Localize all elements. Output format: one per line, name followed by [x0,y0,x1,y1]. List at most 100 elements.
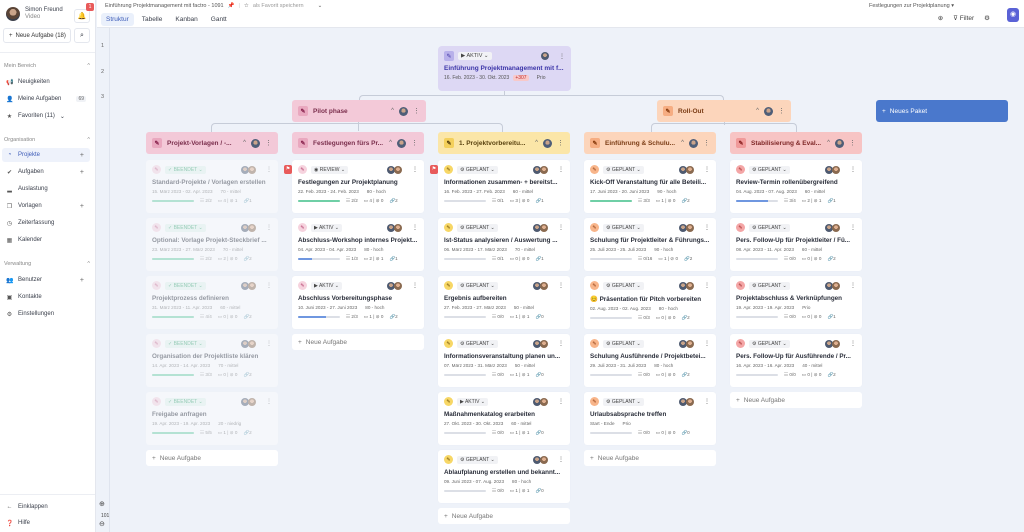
task-title[interactable]: Abschluss Vorbereitungsphase [298,295,418,302]
more-icon[interactable]: ⋮ [557,140,564,147]
status-badge[interactable]: ▶ AKTIV ⌄ [311,223,343,232]
task-card[interactable]: ⚑ ✎ ◉ REVIEW ⌄ ⋮ Festlegungen zur Projek… [284,160,424,213]
pencil-icon[interactable]: ✎ [590,281,599,290]
assignees[interactable] [679,397,694,406]
assignees[interactable] [679,339,694,348]
collapse-icon[interactable]: ^ [827,140,830,146]
more-icon[interactable]: ⋮ [558,283,564,289]
task-title[interactable]: Informationen zusammen- + bereitst... [444,179,564,186]
assignees[interactable] [825,281,840,290]
status-badge[interactable]: ⚙ GEPLANT ⌄ [457,223,498,232]
task-title[interactable]: Review-Termin rollenübergreifend [736,179,856,186]
status-badge[interactable]: ✓ BEENDET ⌄ [165,281,206,290]
task-card[interactable]: ✎ ⚙ GEPLANT ⌄ ⋮ Ablaufplanung erstellen … [438,450,570,503]
pencil-icon[interactable]: ✎ [152,165,161,174]
status-badge[interactable]: ▶ AKTIV ⌄ [311,281,343,290]
section-verwaltung[interactable]: Verwaltung ^ [4,261,90,267]
pencil-icon[interactable]: ✎ [444,51,454,61]
pencil-icon[interactable]: ✎ [590,165,599,174]
pencil-icon[interactable]: ✎ [298,165,307,174]
task-card[interactable]: ✎ ▶ AKTIV ⌄ ⋮ Maßnahmenkatalog erarbeite… [438,392,570,445]
task-title[interactable]: Pers. Follow-Up für Ausführende / Pr... [736,353,856,360]
task-title[interactable]: Projektabschluss & Verknüpfungen [736,295,856,302]
pencil-icon[interactable]: ✎ [444,455,453,464]
collapse-sidebar-button[interactable]: ← Einklappen [2,500,90,514]
more-icon[interactable]: ⋮ [413,108,420,115]
pencil-icon[interactable]: ✎ [152,138,162,148]
package-festlegungen[interactable]: ✎ Festlegungen fürs Pr... ^ ⋮ [292,132,424,154]
sidebar-item-projekte[interactable]: ◔ Projekte + [2,148,90,162]
more-icon[interactable]: ⋮ [778,108,785,115]
task-title[interactable]: Ist-Status analysieren / Auswertung ... [444,237,564,244]
task-title[interactable]: Kick-Off Veranstaltung für alle Beteili.… [590,179,710,186]
pencil-icon[interactable]: ✎ [590,339,599,348]
assignees[interactable] [679,165,694,174]
status-badge[interactable]: ✓ BEENDET ⌄ [165,223,206,232]
task-card[interactable]: ✎ ⚙ GEPLANT ⌄ ⋮ Ergebnis aufbereiten 27.… [438,276,570,329]
status-badge[interactable]: ⚙ GEPLANT ⌄ [603,281,644,290]
status-badge[interactable]: ✓ BEENDET ⌄ [165,339,206,348]
more-icon[interactable]: ⋮ [558,225,564,231]
pencil-icon[interactable]: ✎ [298,281,307,290]
pencil-icon[interactable]: ✎ [298,138,308,148]
pencil-icon[interactable]: ✎ [152,223,161,232]
task-card[interactable]: ✎ ⚙ GEPLANT ⌄ ⋮ Kick-Off Veranstaltung f… [584,160,716,213]
add-circle-icon[interactable]: ⊕ [937,15,944,22]
task-title[interactable]: Schulung für Projektleiter & Führungs... [590,237,710,244]
star-outline-icon[interactable]: ☆ [243,3,249,9]
user-profile[interactable]: Simon Freund Video [6,7,63,21]
pencil-icon[interactable]: ✎ [663,106,673,116]
more-icon[interactable]: ⋮ [704,341,710,347]
task-card[interactable]: ✎ ✓ BEENDET ⌄ ⋮ Optional: Vorlage Projek… [146,218,278,271]
collapse-icon[interactable]: ^ [756,108,759,114]
collapse-icon[interactable]: ^ [535,140,538,146]
more-icon[interactable]: ⋮ [266,167,272,173]
sidebar-item-benutzer[interactable]: 👥 Benutzer + [2,273,90,287]
add-task-button[interactable]: + Neue Aufgabe [292,334,424,350]
more-icon[interactable]: ⋮ [411,140,418,147]
status-badge[interactable]: ⚙ GEPLANT ⌄ [603,339,644,348]
pencil-icon[interactable]: ✎ [444,281,453,290]
collapse-icon[interactable]: ^ [681,140,684,146]
favorite-link[interactable]: als Favorit speichern [252,3,304,9]
pencil-icon[interactable]: ✎ [736,223,745,232]
assignees[interactable] [533,397,548,406]
pin-icon[interactable]: 📌 [227,3,235,9]
flag-icon[interactable]: ⚑ [430,165,438,174]
sidebar-item-kontakte[interactable]: ▣ Kontakte [2,290,90,304]
task-card[interactable]: ✎ ▶ AKTIV ⌄ ⋮ Abschluss Vorbereitungspha… [292,276,424,329]
tab-struktur[interactable]: Struktur [101,13,134,26]
pencil-icon[interactable]: ✎ [444,138,454,148]
assignees[interactable] [533,455,548,464]
sidebar-item-favoriten[interactable]: ★ Favoriten (11) ⌄ [2,109,90,123]
status-badge[interactable]: ▶ AKTIV ⌄ [458,52,492,60]
collapse-icon[interactable]: ^ [243,140,246,146]
task-title[interactable]: Pers. Follow-Up für Projektleiter / Fü..… [736,237,856,244]
search-button[interactable]: ⌕ [74,28,90,43]
more-icon[interactable]: ⋮ [850,167,856,173]
sidebar-item-vorlagen[interactable]: ❐ Vorlagen + [2,199,90,213]
task-card[interactable]: ✎ ⚙ GEPLANT ⌄ ⋮ Schulung Ausführende / P… [584,334,716,387]
pencil-icon[interactable]: ✎ [152,397,161,406]
status-badge[interactable]: ⚙ GEPLANT ⌄ [457,455,498,464]
view-select[interactable]: Festlegungen zur Projektplanung ▾ [869,3,954,9]
zoom-out-icon[interactable]: ⊖ [99,521,105,528]
task-title[interactable]: Freigabe anfragen [152,411,272,418]
collapse-icon[interactable]: ^ [391,108,394,114]
more-icon[interactable]: ⋮ [850,225,856,231]
add-template-button[interactable]: + [79,202,84,210]
task-title[interactable]: Standard-Projekte / Vorlagen erstellen [152,179,272,186]
assignees[interactable] [241,165,256,174]
pencil-icon[interactable]: ✎ [736,281,745,290]
task-card[interactable]: ✎ ⚙ GEPLANT ⌄ ⋮ Schulung für Projektleit… [584,218,716,271]
task-card[interactable]: ✎ ✓ BEENDET ⌄ ⋮ Organisation der Projekt… [146,334,278,387]
status-badge[interactable]: ⚙ GEPLANT ⌄ [457,165,498,174]
status-badge[interactable]: ⚙ GEPLANT ⌄ [457,339,498,348]
task-card[interactable]: ✎ ⚙ GEPLANT ⌄ ⋮ Ist-Status analysieren /… [438,218,570,271]
more-icon[interactable]: ⋮ [704,399,710,405]
more-icon[interactable]: ⋮ [703,140,710,147]
pencil-icon[interactable]: ✎ [590,223,599,232]
assignees[interactable] [679,281,694,290]
pencil-icon[interactable]: ✎ [444,223,453,232]
more-icon[interactable]: ⋮ [704,283,710,289]
